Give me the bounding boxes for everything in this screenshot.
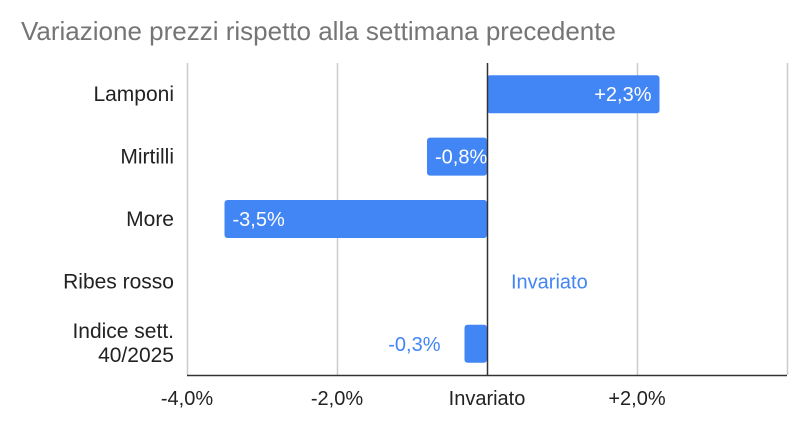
category-label: More [126, 208, 174, 231]
chart-title: Variazione prezzi rispetto alla settiman… [21, 16, 616, 46]
data-label: +2,3% [594, 84, 651, 106]
x-tick-label: Invariato [449, 388, 526, 410]
bar [427, 137, 487, 176]
x-tick-label: -4,0% [161, 388, 213, 410]
data-label: -0,3% [388, 334, 440, 356]
category-label: Ribes rosso [63, 270, 174, 293]
data-label: -0,8% [435, 147, 487, 169]
category-label: Lamponi [93, 83, 174, 106]
data-label: -3,5% [233, 209, 285, 231]
bar [487, 75, 660, 114]
data-label: Invariato [511, 271, 588, 293]
category-label: Mirtilli [120, 146, 174, 169]
bar [224, 200, 487, 238]
bar [464, 324, 487, 363]
x-tick-label: -2,0% [311, 388, 363, 410]
x-tick-label: +2,0% [608, 388, 665, 410]
category-label: Indice sett. 40/2025 [72, 320, 174, 367]
